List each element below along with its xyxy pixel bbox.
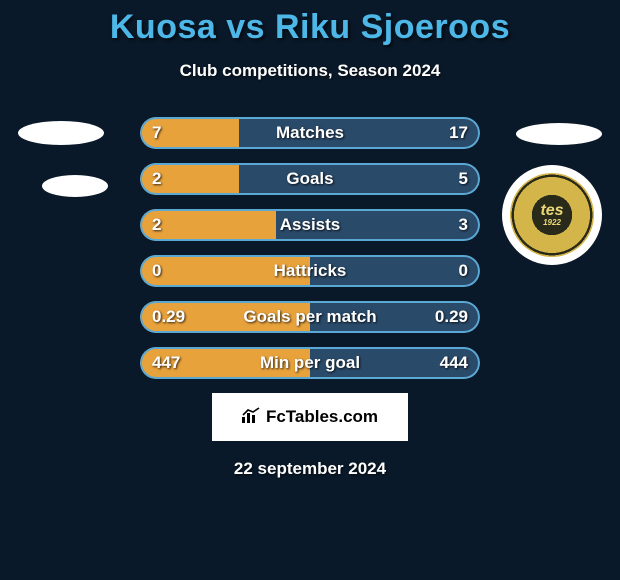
chart-icon bbox=[242, 407, 262, 428]
stat-row: 447 444 Min per goal bbox=[140, 347, 480, 379]
stat-value-left: 447 bbox=[152, 353, 180, 373]
stat-row: 2 3 Assists bbox=[140, 209, 480, 241]
stat-label: Min per goal bbox=[260, 353, 360, 373]
stat-value-right: 444 bbox=[440, 353, 468, 373]
stat-value-right: 0.29 bbox=[435, 307, 468, 327]
stat-row: 0.29 0.29 Goals per match bbox=[140, 301, 480, 333]
stat-label: Matches bbox=[276, 123, 344, 143]
stat-label: Goals bbox=[286, 169, 333, 189]
brand-text: FcTables.com bbox=[266, 407, 378, 427]
club-badge: tes1922 bbox=[502, 165, 602, 265]
stat-value-right: 0 bbox=[459, 261, 468, 281]
stat-row: 2 5 Goals bbox=[140, 163, 480, 195]
comparison-bars: 7 17 Matches 2 5 Goals 2 3 Assists 0 0 Hattricks 0.2… bbox=[140, 117, 480, 379]
avatar-ellipse bbox=[42, 175, 108, 197]
stat-row: 7 17 Matches bbox=[140, 117, 480, 149]
club-badge-text: tes1922 bbox=[540, 203, 563, 227]
stat-value-right: 3 bbox=[459, 215, 468, 235]
stat-value-left: 0 bbox=[152, 261, 161, 281]
bar-right-fill bbox=[239, 163, 480, 195]
stat-label: Assists bbox=[280, 215, 340, 235]
bar-right-fill bbox=[239, 117, 480, 149]
stat-row: 0 0 Hattricks bbox=[140, 255, 480, 287]
club-badge-inner: tes1922 bbox=[510, 173, 594, 257]
stat-value-left: 2 bbox=[152, 215, 161, 235]
stats-area: tes1922 7 17 Matches 2 5 Goals 2 3 Assists 0 0 Hatt… bbox=[0, 117, 620, 379]
subtitle: Club competitions, Season 2024 bbox=[0, 61, 620, 81]
stat-label: Goals per match bbox=[243, 307, 376, 327]
stat-value-right: 17 bbox=[449, 123, 468, 143]
stat-value-right: 5 bbox=[459, 169, 468, 189]
stat-value-left: 7 bbox=[152, 123, 161, 143]
stat-label: Hattricks bbox=[274, 261, 347, 281]
avatar-ellipse bbox=[18, 121, 104, 145]
stat-value-left: 0.29 bbox=[152, 307, 185, 327]
stat-value-left: 2 bbox=[152, 169, 161, 189]
avatar-ellipse bbox=[516, 123, 602, 145]
brand-box: FcTables.com bbox=[212, 393, 408, 441]
footer-date: 22 september 2024 bbox=[0, 459, 620, 479]
infographic-root: Kuosa vs Riku Sjoeroos Club competitions… bbox=[0, 0, 620, 479]
page-title: Kuosa vs Riku Sjoeroos bbox=[0, 8, 620, 47]
